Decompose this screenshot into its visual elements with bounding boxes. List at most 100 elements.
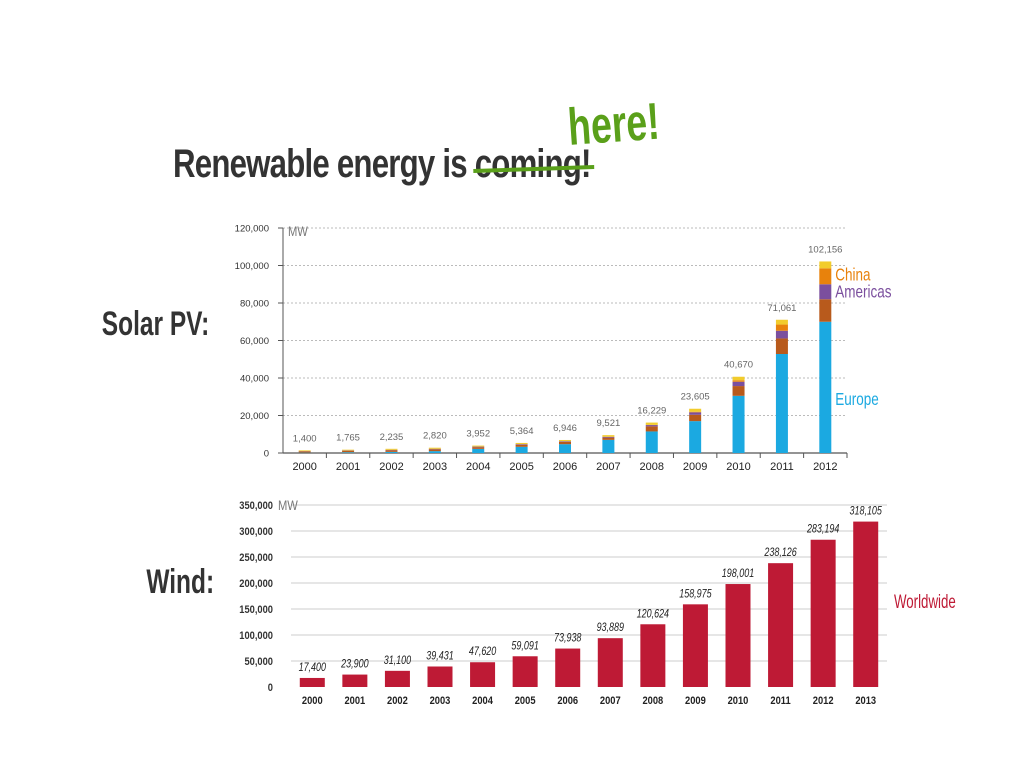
y-tick-label: 100,000 bbox=[235, 261, 269, 272]
bar-segment bbox=[385, 448, 398, 450]
data-label: 5,364 bbox=[510, 426, 534, 437]
slide-title: Renewable energy is coming! bbox=[173, 142, 591, 187]
bar-segment bbox=[819, 268, 832, 285]
bar-segment bbox=[602, 436, 615, 438]
data-label: 23,605 bbox=[681, 392, 710, 403]
bar bbox=[768, 563, 794, 687]
y-tick-label: 20,000 bbox=[240, 411, 269, 422]
x-tick-label: 2008 bbox=[642, 695, 663, 707]
unit-label: MW bbox=[288, 224, 308, 239]
bar bbox=[682, 604, 708, 687]
bar bbox=[810, 539, 836, 687]
bar-segment bbox=[298, 451, 311, 453]
x-tick-label: 2002 bbox=[379, 461, 403, 473]
data-label: 71,061 bbox=[767, 303, 796, 314]
bar-segment bbox=[428, 451, 441, 453]
data-label: 2,235 bbox=[380, 432, 404, 443]
series-label: Worldwide bbox=[894, 592, 956, 613]
y-tick-label: 80,000 bbox=[240, 299, 269, 310]
data-label: 16,229 bbox=[637, 406, 666, 417]
bar bbox=[853, 521, 879, 687]
data-label: 318,105 bbox=[850, 506, 883, 518]
unit-label: MW bbox=[278, 498, 298, 513]
data-label: 23,900 bbox=[340, 659, 369, 671]
bar-segment bbox=[342, 449, 355, 451]
data-label: 120,624 bbox=[637, 608, 670, 620]
y-tick-label: 120,000 bbox=[235, 224, 269, 235]
data-label: 73,938 bbox=[554, 633, 582, 645]
x-tick-label: 2007 bbox=[600, 695, 621, 707]
data-label: 158,975 bbox=[679, 588, 712, 600]
bar-segment bbox=[689, 411, 702, 413]
bar-segment bbox=[602, 439, 615, 453]
bar-segment bbox=[819, 321, 832, 453]
data-label: 283,194 bbox=[806, 524, 839, 536]
x-tick-label: 2010 bbox=[726, 461, 750, 473]
bar-segment bbox=[559, 441, 571, 445]
bar bbox=[597, 638, 623, 687]
data-label: 93,889 bbox=[597, 622, 625, 634]
y-tick-label: 0 bbox=[264, 449, 269, 460]
data-label: 47,620 bbox=[469, 646, 497, 658]
x-tick-label: 2010 bbox=[728, 695, 749, 707]
y-tick-label: 60,000 bbox=[240, 336, 269, 347]
bar-segment bbox=[819, 284, 832, 300]
y-tick-label: 250,000 bbox=[239, 552, 273, 564]
bar-segment bbox=[472, 447, 485, 449]
bar-segment bbox=[689, 408, 702, 412]
bar-segment bbox=[775, 330, 788, 339]
bar-segment bbox=[689, 414, 702, 422]
bar-segment bbox=[472, 448, 485, 453]
data-label: 2,820 bbox=[423, 431, 447, 442]
bar-segment bbox=[515, 444, 528, 445]
data-label: 1,765 bbox=[336, 433, 360, 444]
x-tick-label: 2003 bbox=[430, 695, 451, 707]
x-tick-label: 2006 bbox=[557, 695, 578, 707]
x-tick-label: 2011 bbox=[770, 461, 794, 473]
bar-segment bbox=[428, 449, 441, 452]
data-label: 59,091 bbox=[511, 640, 538, 652]
series-label: Europe bbox=[835, 390, 879, 409]
bar-segment bbox=[775, 354, 788, 453]
data-label: 9,521 bbox=[596, 418, 620, 429]
x-tick-label: 2008 bbox=[640, 461, 664, 473]
data-label: 3,952 bbox=[466, 429, 490, 440]
x-tick-label: 2009 bbox=[685, 695, 706, 707]
x-tick-label: 2004 bbox=[466, 461, 490, 473]
bar-segment bbox=[775, 319, 788, 325]
solar-pv-label: Solar PV: bbox=[101, 305, 209, 343]
bar-segment bbox=[602, 435, 615, 437]
bar bbox=[384, 670, 410, 687]
bar-segment bbox=[732, 380, 745, 382]
data-label: 17,400 bbox=[299, 662, 327, 674]
bar-segment bbox=[472, 446, 485, 448]
bar-segment bbox=[645, 431, 658, 453]
bar-segment bbox=[515, 446, 528, 453]
x-tick-label: 2003 bbox=[423, 461, 447, 473]
bar-segment bbox=[298, 450, 311, 452]
bar bbox=[725, 584, 751, 687]
x-tick-label: 2002 bbox=[387, 695, 408, 707]
bar-segment bbox=[515, 444, 528, 447]
bar-segment bbox=[819, 299, 832, 322]
x-tick-label: 2009 bbox=[683, 461, 707, 473]
data-label: 1,400 bbox=[293, 433, 317, 444]
data-label: 102,156 bbox=[808, 244, 842, 255]
x-tick-label: 2007 bbox=[596, 461, 620, 473]
bar-segment bbox=[645, 426, 658, 432]
bar-segment bbox=[689, 412, 702, 415]
struck-word: coming! bbox=[474, 142, 592, 186]
bar bbox=[512, 656, 538, 687]
bar-segment bbox=[732, 376, 745, 381]
bar-segment bbox=[602, 437, 615, 440]
x-tick-label: 2013 bbox=[855, 695, 876, 707]
bar bbox=[299, 677, 325, 687]
bar bbox=[555, 648, 581, 687]
bar bbox=[640, 624, 666, 687]
bar-segment bbox=[385, 451, 398, 453]
x-tick-label: 2006 bbox=[553, 461, 577, 473]
y-tick-label: 0 bbox=[268, 682, 273, 694]
series-label: Americas bbox=[835, 283, 891, 302]
